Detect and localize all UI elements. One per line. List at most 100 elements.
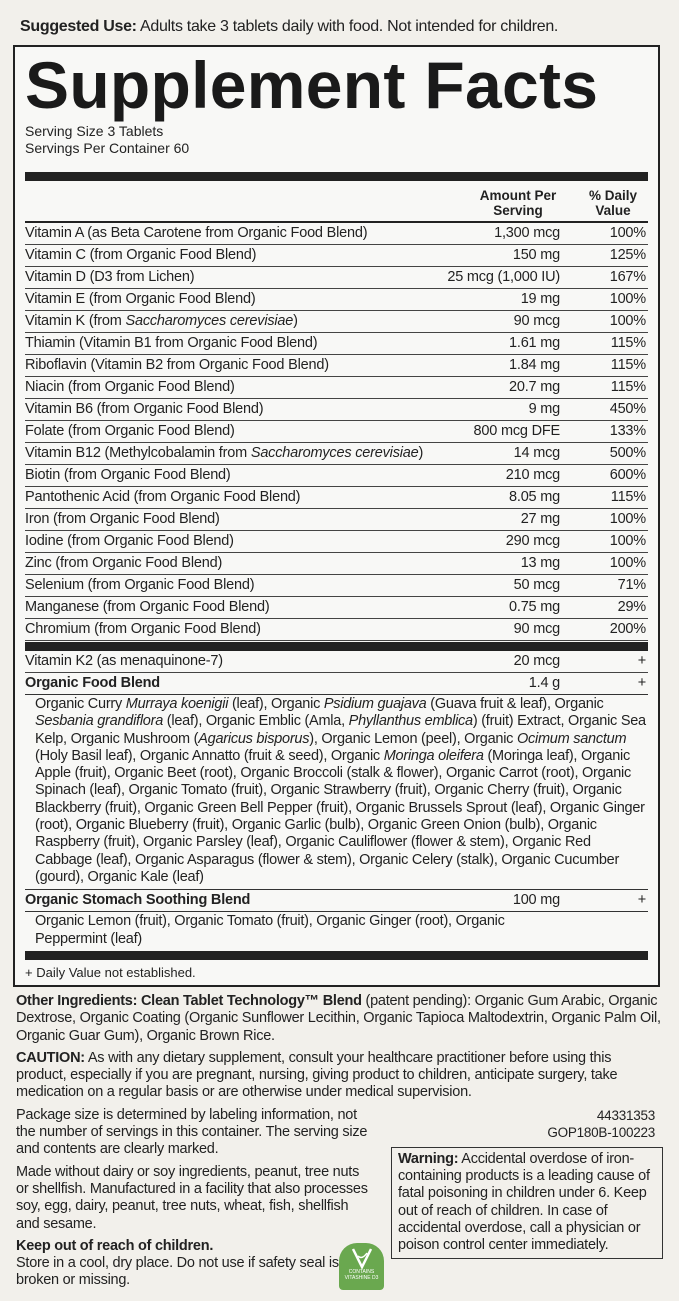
text: Iron (from Organic Food Blend) [25, 511, 220, 527]
package-note: Package size is determined by labeling i… [16, 1106, 368, 1158]
header-amount: Amount Per Serving [479, 188, 557, 218]
row-vitamin-k2: Vitamin K2 (as menaquinone-7) 20 mcg + [25, 651, 648, 673]
nutrient-dv: 115% [610, 489, 646, 505]
text: Pantothenic Acid (from Organic Food Blen… [25, 489, 301, 505]
keep-out-of-reach: Keep out of reach of children. [16, 1237, 214, 1254]
nutrient-row: Pantothenic Acid (from Organic Food Blen… [25, 487, 648, 509]
text: Vitamin B6 (from Organic Food Blend) [25, 401, 264, 417]
text: ) (fruit) Extract, Organic Sea Kelp, Org… [35, 713, 646, 747]
nutrient-name: Iodine (from Organic Food Blend) [25, 531, 498, 552]
italic-text: Saccharomyces cerevisiae [125, 313, 294, 329]
nutrient-amount: 13 mg [520, 555, 561, 571]
nutrient-dv: 167% [609, 269, 646, 285]
nutrient-name: Niacin (from Organic Food Blend) [25, 377, 501, 398]
text: Iodine (from Organic Food Blend) [25, 533, 234, 549]
nutrient-row: Iodine (from Organic Food Blend) 290 mcg 1… [25, 531, 648, 553]
nutrient-name: Iron (from Organic Food Blend) [25, 509, 513, 530]
nutrient-amount: 9 mg [528, 401, 561, 417]
servings-per-container: Servings Per Container 60 [25, 140, 190, 156]
nutrient-dv: 115% [610, 379, 646, 395]
nutrient-row: Vitamin B12 (Methylcobalamin from Saccha… [25, 443, 648, 465]
nutrient-dv: 500% [609, 445, 646, 461]
text: Manganese (from Organic Food Blend) [25, 599, 270, 615]
other-ingredients-label: Other Ingredients: Clean Tablet Technolo… [16, 993, 362, 1009]
text: ) [418, 445, 424, 461]
divider-thick [25, 172, 648, 181]
nutrient-name: Folate (from Organic Food Blend) [25, 421, 466, 442]
suggested-use-text: Adults take 3 tablets daily with food. N… [136, 18, 559, 35]
nutrient-name: Thiamin (Vitamin B1 from Organic Food Bl… [25, 333, 501, 354]
text: ), Organic Lemon (peel), Organic [309, 730, 517, 747]
storage-instructions: Store in a cool, dry place. Do not use i… [16, 1255, 339, 1289]
other-ingredients-text: (patent pending): Organic Gum Arabic, Or… [16, 993, 661, 1044]
text: Vitamin B12 (Methylcobalamin from [25, 445, 251, 461]
nutrient-row: Folate (from Organic Food Blend) 800 mcg … [25, 421, 648, 443]
text: (Moringa leaf), Organic Apple (fruit), O… [35, 747, 645, 885]
food-blend-ingredients: Organic Curry Murraya koenigii (leaf), O… [25, 695, 648, 889]
nutrient-amount: 20.7 mg [509, 379, 560, 395]
nutrient-name: Vitamin E (from Organic Food Blend) [25, 289, 513, 310]
nutrient-row: Vitamin A (as Beta Carotene from Organic… [25, 223, 648, 245]
nutrient-row: Vitamin D (D3 from Lichen) 25 mcg (1,000 … [25, 267, 648, 289]
code: GOP180B-100223 [547, 1124, 655, 1140]
nutrient-amount: 20 mcg [513, 653, 561, 669]
text: Organic Curry [35, 696, 126, 712]
text: (leaf), Organic Emblic (Amla, [163, 713, 349, 730]
nutrient-dv: 100% [609, 291, 646, 307]
nutrient-amount: 210 mcg [505, 467, 560, 483]
nutrient-amount: 19 mg [520, 291, 561, 307]
divider-thick [25, 950, 648, 960]
nutrient-dv: 100% [609, 313, 646, 329]
nutrient-row: Zinc (from Organic Food Blend) 13 mg 100% [25, 553, 648, 575]
nutrient-name: Pantothenic Acid (from Organic Food Blen… [25, 487, 501, 508]
nutrient-amount: 27 mg [520, 511, 561, 527]
iron-warning: Warning: Accidental overdose of iron-con… [391, 1146, 663, 1259]
blend-amount: 1.4 g [528, 675, 560, 691]
product-codes: 44331353 GOP180B-100223 [391, 1107, 663, 1141]
nutrient-dv: 133% [609, 423, 646, 439]
nutrient-dv: 29% [617, 599, 647, 615]
text: (Guava fruit & leaf), Organic [426, 696, 604, 712]
nutrient-dv: 100% [609, 533, 646, 549]
nutrient-row: Vitamin C (from Organic Food Blend) 150 m… [25, 245, 648, 267]
nutrient-row: Biotin (from Organic Food Blend) 210 mcg 6… [25, 465, 648, 487]
caution: CAUTION: As with any dietary supplement,… [16, 1050, 663, 1102]
supplement-facts-panel: Supplement Facts Serving Size 3 Tablets … [13, 45, 660, 987]
nutrient-name: Riboflavin (Vitamin B2 from Organic Food… [25, 355, 501, 376]
nutrient-amount: 90 mcg [513, 313, 561, 329]
vitashine-badge: CONTAINS VITASHINE D3 [339, 1242, 384, 1290]
row-stomach-blend: Organic Stomach Soothing Blend 100 mg + [25, 889, 648, 913]
serving-size: Serving Size 3 Tablets [25, 123, 164, 139]
nutrient-name: Vitamin B6 (from Organic Food Blend) [25, 399, 521, 420]
text: Zinc (from Organic Food Blend) [25, 555, 223, 571]
italic-text: Psidium guajava [323, 696, 427, 712]
nutrient-amount: 8.05 mg [509, 489, 560, 505]
caution-text: As with any dietary supplement, consult … [16, 1049, 618, 1101]
text: Vitamin E (from Organic Food Blend) [25, 291, 256, 307]
badge-text: CONTAINS VITASHINE D3 [344, 1268, 379, 1281]
italic-text: Moringa oleifera [383, 747, 484, 764]
nutrient-dv: 71% [617, 577, 647, 593]
text: Thiamin (Vitamin B1 from Organic Food Bl… [25, 335, 318, 351]
nutrient-row: Vitamin E (from Organic Food Blend) 19 mg… [25, 289, 648, 311]
italic-text: Ocimum sanctum [516, 730, 627, 747]
nutrient-amount: 290 mcg [505, 533, 560, 549]
nutrient-row: Vitamin B6 (from Organic Food Blend) 9 mg… [25, 399, 648, 421]
nutrient-amount: 1.61 mg [509, 335, 560, 351]
nutrient-amount: 150 mg [512, 247, 560, 263]
nutrient-row: Thiamin (Vitamin B1 from Organic Food Bl… [25, 333, 648, 355]
footnote: + Daily Value not established. [25, 964, 196, 980]
nutrient-name: Chromium (from Organic Food Blend) [25, 619, 506, 640]
nutrient-dv: 125% [609, 247, 646, 263]
text: Chromium (from Organic Food Blend) [25, 621, 261, 637]
nutrient-row: Vitamin K (from Saccharomyces cerevisiae… [25, 311, 648, 333]
table-header: Amount Per Serving % Daily Value [25, 181, 648, 223]
nutrient-amount: 1,300 mcg [494, 225, 560, 241]
nutrient-row: Riboflavin (Vitamin B2 from Organic Food… [25, 355, 648, 377]
v-logo-icon [351, 1248, 373, 1269]
nutrient-name: Vitamin C (from Organic Food Blend) [25, 245, 505, 266]
other-ingredients: Other Ingredients: Clean Tablet Technolo… [16, 993, 663, 1045]
nutrient-dv: 200% [609, 621, 646, 637]
nutrient-dv: 115% [610, 335, 646, 351]
nutrient-name: Zinc (from Organic Food Blend) [25, 553, 513, 574]
